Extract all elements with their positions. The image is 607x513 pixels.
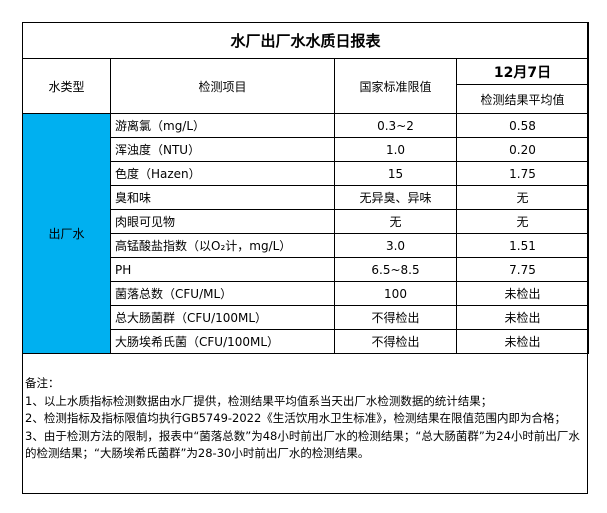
item-name: 游离氯（mg/L） (110, 113, 335, 138)
table-row: 大肠埃希氏菌（CFU/100ML） 不得检出 未检出 (23, 329, 590, 354)
item-limit: 无异臭、异味 (334, 185, 457, 210)
table-row: 高锰酸盐指数（以O₂计，mg/L） 3.0 1.51 (23, 233, 590, 258)
header-date: 12月7日 (455, 58, 590, 85)
item-limit: 6.5~8.5 (334, 257, 457, 282)
item-name: 肉眼可见物 (110, 209, 335, 234)
table-row: PH 6.5~8.5 7.75 (23, 257, 590, 282)
report: 水厂出厂水水质日报表 水类型 检测项目 国家标准限值 12月7日 检测结果平均值… (21, 22, 590, 494)
item-result: 未检出 (455, 305, 590, 330)
item-name: 色度（Hazen） (110, 161, 335, 186)
notes-heading: 备注： (25, 376, 60, 390)
table-row: 总大肠菌群（CFU/100ML） 不得检出 未检出 (23, 305, 590, 330)
header-result: 检测结果平均值 (455, 84, 590, 114)
table-row: 出厂水 游离氯（mg/L） 0.3~2 0.58 (22, 113, 590, 354)
header-item: 检测项目 (110, 58, 335, 114)
note-line: 2、检测指标及指标限值均执行GB5749-2022《生活饮用水卫生标准》，检测结… (25, 411, 567, 425)
item-limit: 15 (334, 161, 457, 186)
table-row: 臭和味 无异臭、异味无 (23, 185, 590, 210)
item-result: 0.20 (455, 137, 590, 162)
item-result: 0.58 (455, 113, 590, 138)
table-row: 色度（Hazen） 15 1.75 (23, 161, 590, 186)
report-table: 水厂出厂水水质日报表 水类型 检测项目 国家标准限值 12月7日 检测结果平均值… (21, 22, 590, 354)
item-name: 臭和味 (110, 185, 335, 210)
water-type: 出厂水 (22, 113, 111, 354)
item-name: 总大肠菌群（CFU/100ML） (110, 305, 335, 330)
note-line: 1、以上水质指标检测数据由水厂提供，检测结果平均值系当天出厂水检测数据的统计结果… (25, 393, 493, 408)
item-result: 1.75 (455, 161, 590, 186)
item-result: 1.51 (455, 233, 590, 258)
item-name: 高锰酸盐指数（以O₂计，mg/L） (110, 233, 335, 258)
note-line: 3、由于检测方法的限制，报表中“菌落总数”为48小时前出厂水的检测结果；“总大肠… (25, 428, 580, 461)
table-row: 肉眼可见物无无 (23, 209, 590, 234)
item-name: 菌落总数（CFU/ML） (110, 281, 335, 306)
item-result: 无 (455, 185, 590, 210)
item-limit: 无 (334, 209, 457, 234)
item-result: 无 (455, 209, 590, 234)
item-result: 7.75 (455, 257, 590, 282)
item-name: 浑浊度（NTU） (110, 137, 335, 162)
item-limit: 3.0 (334, 233, 457, 258)
item-limit: 1.0 (334, 137, 457, 162)
item-result: 未检出 (455, 329, 590, 354)
item-limit: 不得检出 (334, 329, 457, 354)
header-type: 水类型 (22, 58, 111, 114)
table-row: 浑浊度（NTU） 1.0 0.20 (23, 137, 590, 162)
report-title: 水厂出厂水水质日报表 (21, 22, 590, 59)
notes: 备注： 1、以上水质指标检测数据由水厂提供，检测结果平均值系当天出厂水检测数据的… (25, 375, 585, 463)
item-limit: 不得检出 (334, 305, 457, 330)
header-limit: 国家标准限值 (334, 58, 457, 114)
table-row: 菌落总数（CFU/ML） 100 未检出 (23, 281, 590, 306)
item-name: 大肠埃希氏菌（CFU/100ML） (110, 329, 335, 354)
item-result: 未检出 (455, 281, 590, 306)
item-limit: 100 (334, 281, 457, 306)
item-limit: 0.3~2 (334, 113, 457, 138)
item-name: PH (110, 257, 335, 282)
